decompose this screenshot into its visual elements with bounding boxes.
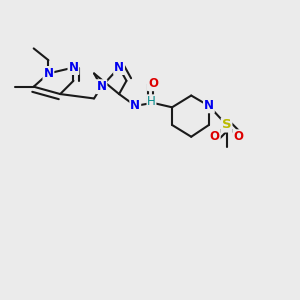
Text: O: O <box>233 130 243 143</box>
Text: O: O <box>148 77 158 90</box>
Text: N: N <box>96 80 106 93</box>
Text: N: N <box>204 99 214 112</box>
Text: N: N <box>114 61 124 74</box>
Text: S: S <box>222 118 231 131</box>
Text: N: N <box>130 99 140 112</box>
Text: H: H <box>147 95 156 108</box>
Text: N: N <box>44 67 53 80</box>
Text: N: N <box>68 61 78 74</box>
Text: O: O <box>210 130 220 143</box>
